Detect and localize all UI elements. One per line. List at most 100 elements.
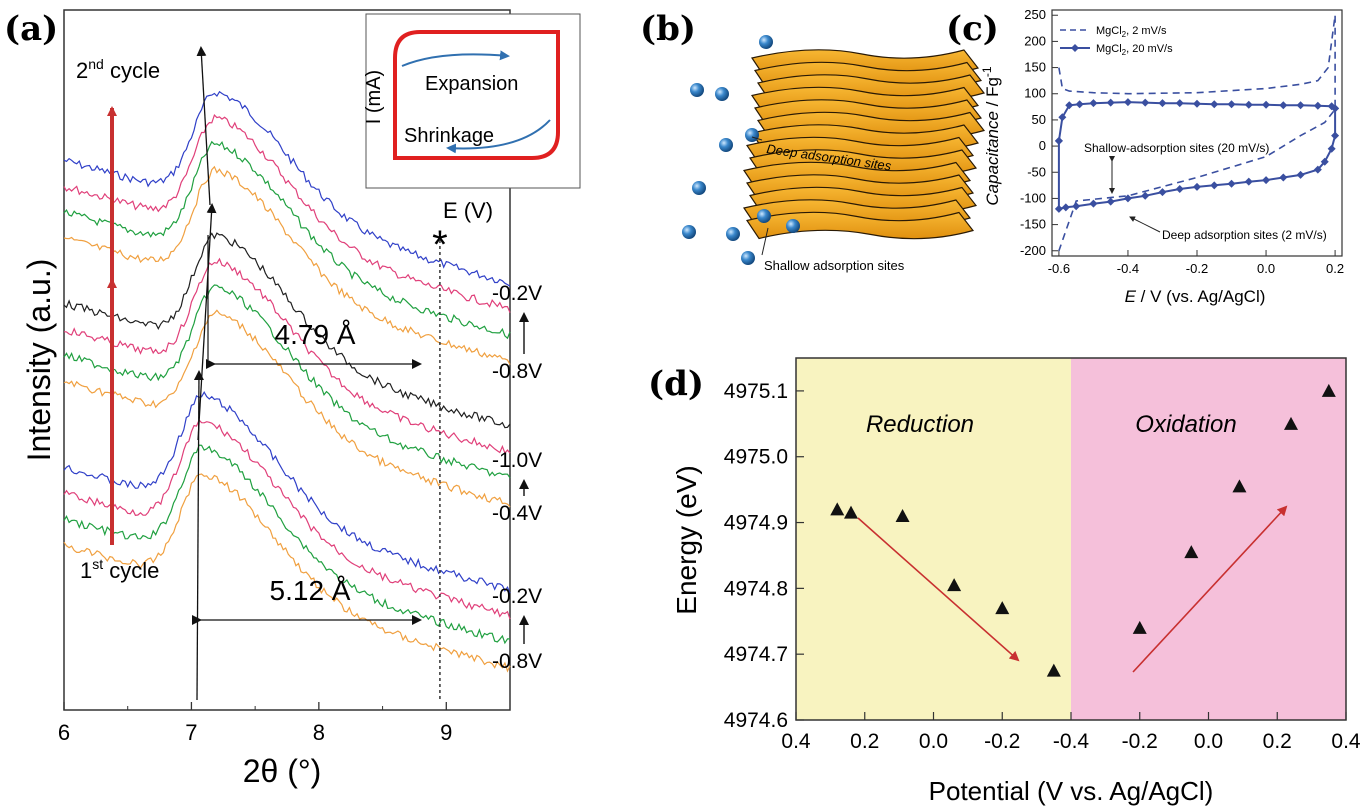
xrd-trace [63, 390, 511, 594]
shallow-site-leader [761, 227, 769, 256]
xrd-trace [63, 419, 511, 620]
y-tick-label: 250 [1024, 7, 1046, 22]
oxidation-label: Oxidation [1135, 411, 1236, 438]
y-tick-label: -50 [1027, 164, 1046, 179]
xrd-trace [63, 444, 510, 645]
panel-a-inset: Expansion Shrinkage E (V) I (mA) [363, 13, 581, 223]
inset-bottom-label: Shrinkage [404, 125, 494, 147]
panel-b: (b) Deep adsorption sites Shallow adsorp… [640, 9, 986, 273]
blue-sphere-icon [759, 35, 773, 49]
ion-group [682, 35, 800, 265]
reference-star: * [432, 223, 448, 267]
reduction-label: Reduction [866, 411, 974, 438]
cv-diamond-marker [1331, 104, 1340, 113]
oxidation-point [1132, 620, 1147, 634]
cv-diamond-marker [1313, 165, 1322, 174]
group-mid [63, 232, 511, 508]
cv-diamond-marker [1327, 144, 1336, 153]
blue-sphere-icon [682, 225, 696, 239]
reduction-trend-arrow [857, 517, 1020, 662]
xrd-trace [63, 309, 511, 508]
y-tick-label: 4974.8 [724, 577, 788, 600]
x-tick-label: 0.0 [919, 730, 948, 753]
cv-curve-2mvs [1058, 15, 1336, 252]
deep-site-annotation: Deep adsorption sites (2 mV/s) [1162, 228, 1327, 242]
voltage-label-upper: -0.2V [492, 282, 542, 305]
y-tick-label: 50 [1032, 112, 1046, 127]
x-tick-label: -0.6 [1048, 261, 1070, 276]
cv-diamond-marker [1065, 101, 1074, 110]
x-tick-label: 0.2 [850, 730, 879, 753]
cv-diamond-marker [1244, 100, 1253, 109]
blue-sphere-icon [757, 209, 771, 223]
blue-sphere-icon [745, 128, 759, 142]
x-tick-label: 0.2 [1326, 261, 1344, 276]
cv-diamond-marker [1262, 100, 1271, 109]
panel-a-label: (a) [4, 9, 58, 49]
y-tick-label: -100 [1020, 190, 1046, 205]
x-tick-label: 0.4 [1331, 730, 1361, 753]
cv-diamond-marker [1158, 188, 1167, 197]
panel-a-ylabel: Intensity (a.u.) [21, 259, 57, 462]
blue-sphere-icon [715, 87, 729, 101]
panel-d-xlabel: Potential (V vs. Ag/AgCl) [929, 776, 1214, 806]
voltage-label-lower: -0.8V [492, 360, 542, 383]
legend-label-2mvs: MgCl2, 2 mV/s [1096, 25, 1167, 39]
panel-d: (d) Reduction Oxidation 0.4 0.2 0.0 -0.2 -0.… [648, 357, 1361, 806]
oxidation-point [1184, 545, 1199, 559]
cv-diamond-marker [1331, 131, 1340, 140]
panel-c-ticks: -0.6 -0.4 -0.2 0.0 0.2 -200 -150 -100 -50 0 50 100 1… [1020, 7, 1344, 276]
inset-ylabel: I (mA) [363, 70, 385, 124]
cv-curve-20mvs [1057, 101, 1337, 211]
x-tick-label: -0.4 [1053, 730, 1090, 753]
inset-xlabel: E (V) [443, 198, 493, 223]
deep-site-arrow [1129, 216, 1161, 233]
blue-sphere-icon [690, 83, 704, 97]
panel-b-label: (b) [640, 9, 696, 49]
cv-diamond-marker [1089, 99, 1098, 108]
cv-diamond-marker [1054, 204, 1063, 213]
blue-sphere-icon [786, 219, 800, 233]
cycle1-label: 1st cycle [80, 556, 159, 583]
reduction-point [947, 578, 962, 592]
y-tick-label: 150 [1024, 60, 1046, 75]
layered-sheet-icon [743, 49, 986, 240]
shallow-sites-label: Shallow adsorption sites [764, 258, 905, 273]
inset-cv-loop [393, 30, 560, 160]
y-tick-label: 4974.7 [724, 643, 788, 666]
cv-diamond-marker [1089, 199, 1098, 208]
inset-top-label: Expansion [425, 73, 518, 95]
legend-label-20mvs: MgCl2, 20 mV/s [1096, 43, 1173, 57]
x-tick-label: -0.4 [1117, 261, 1139, 276]
xrd-trace [63, 284, 511, 479]
y-tick-label: 4974.6 [724, 709, 788, 732]
oxidation-region [1071, 358, 1346, 720]
x-tick-label: 7 [185, 720, 197, 745]
blue-sphere-icon [719, 138, 733, 152]
cv-diamond-marker [1279, 101, 1288, 110]
panel-a: (a) 6 7 8 9 2θ (°) Intensity (a.u.) 2nd cyc… [4, 9, 581, 789]
blue-sphere-icon [741, 251, 755, 265]
oxidation-point [1321, 383, 1336, 397]
reduction-point [830, 502, 845, 516]
cv-diamond-marker [1058, 113, 1067, 122]
y-tick-label: 0 [1039, 138, 1046, 153]
x-tick-label: 0.2 [1263, 730, 1292, 753]
xrd-trace [63, 165, 511, 365]
reduction-point [995, 601, 1010, 615]
xrd-trace [63, 257, 511, 455]
cv-diamond-marker [1141, 191, 1150, 200]
voltage-label-lower: -0.4V [492, 502, 542, 525]
cv-diamond-marker [1227, 179, 1236, 188]
inset-expansion-arrow [401, 50, 510, 67]
deep-site-leader [751, 136, 763, 141]
cv-diamond-marker [1123, 98, 1132, 107]
reduction-region [796, 358, 1071, 720]
group-bottom [63, 390, 511, 673]
xrd-trace [63, 90, 511, 287]
panel-c-series [1054, 15, 1340, 252]
cv-diamond-marker [1054, 136, 1063, 145]
cv-diamond-marker [1227, 100, 1236, 109]
sheet-layer [746, 211, 975, 240]
x-tick-label: 0.0 [1257, 261, 1275, 276]
